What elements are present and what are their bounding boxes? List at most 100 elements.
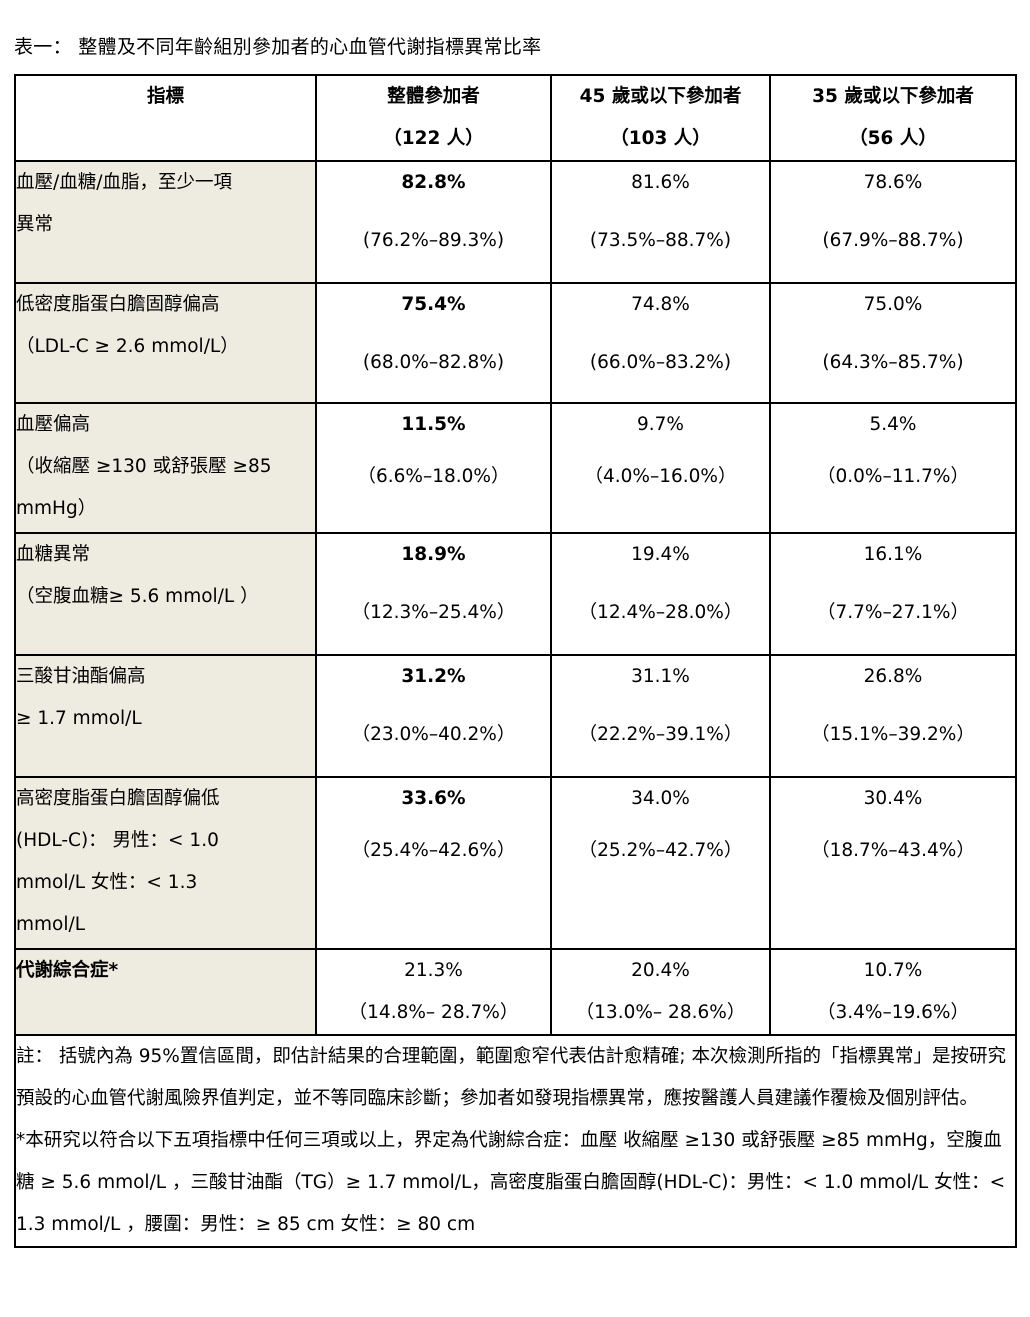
confidence-interval: (67.9%–88.7%) bbox=[822, 230, 964, 251]
value-age-35: 5.4% （0.0%–11.7%） bbox=[769, 402, 1017, 534]
header-count: （103 人） bbox=[610, 128, 711, 149]
value-age-45: 34.0% （25.2%–42.7%） bbox=[550, 776, 771, 950]
indicator-line: 血壓偏高 bbox=[16, 414, 91, 435]
table-caption: 表一： 整體及不同年齡組別參加者的心血管代謝指標異常比率 bbox=[14, 36, 542, 58]
row-bp-high: 血壓偏高 （收縮壓 ≥130 或舒張壓 ≥85 mmHg） 11.5% （6.6%–18… bbox=[14, 402, 1017, 534]
indicator-line: （收縮壓 ≥130 或舒張壓 ≥85 bbox=[16, 456, 272, 477]
percentage-value: 20.4% bbox=[631, 960, 690, 981]
value-age-45: 81.6% (73.5%–88.7%) bbox=[550, 160, 771, 284]
header-label: 整體參加者 bbox=[387, 86, 480, 107]
row-metabolic-syndrome: 代謝綜合症* 21.3% （14.8%– 28.7%） 20.4% （13.0%– 28… bbox=[14, 948, 1017, 1036]
value-age-35: 30.4% （18.7%–43.4%） bbox=[769, 776, 1017, 950]
header-count: （122 人） bbox=[383, 128, 484, 149]
value-overall: 75.4% (68.0%–82.8%) bbox=[315, 282, 552, 404]
confidence-interval: （12.3%–25.4%） bbox=[351, 602, 516, 623]
value-overall: 18.9% （12.3%–25.4%） bbox=[315, 532, 552, 656]
value-age-35: 10.7% （3.4%–19.6%） bbox=[769, 948, 1017, 1036]
value-overall: 82.8% (76.2%–89.3%) bbox=[315, 160, 552, 284]
indicator-cell: 代謝綜合症* bbox=[14, 948, 317, 1036]
percentage-value: 18.9% bbox=[401, 544, 466, 565]
confidence-interval: （0.0%–11.7%） bbox=[816, 466, 970, 487]
row-hdl-low: 高密度脂蛋白膽固醇偏低 (HDL-C)： 男性：< 1.0 mmol/L 女性：< … bbox=[14, 776, 1017, 950]
row-glucose-abnormal: 血糖異常 （空腹血糖≥ 5.6 mmol/L ） 18.9% （12.3%–25.4%… bbox=[14, 532, 1017, 656]
header-overall: 整體參加者 （122 人） bbox=[315, 74, 552, 162]
value-overall: 11.5% （6.6%–18.0%） bbox=[315, 402, 552, 534]
percentage-value: 5.4% bbox=[869, 414, 917, 435]
header-label: 指標 bbox=[146, 86, 184, 107]
value-age-45: 20.4% （13.0%– 28.6%） bbox=[550, 948, 771, 1036]
confidence-interval: （22.2%–39.1%） bbox=[578, 724, 743, 745]
confidence-interval: (76.2%–89.3%) bbox=[362, 230, 505, 251]
confidence-interval: （25.4%–42.6%） bbox=[351, 840, 516, 861]
notes-row: 註： 括號內為 95%置信區間，即估計結果的合理範圍，範圍愈窄代表估計愈精確; … bbox=[14, 1034, 1017, 1248]
indicator-line: 血糖異常 bbox=[16, 544, 91, 565]
percentage-value: 9.7% bbox=[637, 414, 684, 435]
table-notes: 註： 括號內為 95%置信區間，即估計結果的合理範圍，範圍愈窄代表估計愈精確; … bbox=[14, 1034, 1017, 1248]
indicator-cell: 血壓/血糖/血脂，至少一項 異常 bbox=[14, 160, 317, 284]
percentage-value: 33.6% bbox=[401, 788, 466, 809]
confidence-interval: （18.7%–43.4%） bbox=[811, 840, 975, 861]
indicator-line: (HDL-C)： 男性：< 1.0 bbox=[16, 830, 219, 851]
percentage-value: 82.8% bbox=[401, 172, 466, 193]
indicator-cell: 血壓偏高 （收縮壓 ≥130 或舒張壓 ≥85 mmHg） bbox=[14, 402, 317, 534]
indicator-line: mmol/L 女性：< 1.3 bbox=[16, 872, 198, 893]
confidence-interval: (64.3%–85.7%) bbox=[822, 352, 964, 373]
percentage-value: 34.0% bbox=[631, 788, 690, 809]
confidence-interval: （7.7%–27.1%） bbox=[816, 602, 970, 623]
header-age-35: 35 歲或以下參加者 （56 人） bbox=[769, 74, 1017, 162]
confidence-interval: （14.8%– 28.7%） bbox=[348, 1002, 519, 1023]
percentage-value: 10.7% bbox=[863, 960, 923, 981]
value-age-45: 31.1% （22.2%–39.1%） bbox=[550, 654, 771, 778]
confidence-interval: (66.0%–83.2%) bbox=[589, 352, 732, 373]
value-age-45: 74.8% (66.0%–83.2%) bbox=[550, 282, 771, 404]
indicator-line: ≥ 1.7 mmol/L bbox=[16, 708, 142, 729]
confidence-interval: （25.2%–42.7%） bbox=[578, 840, 743, 861]
confidence-interval: （4.0%–16.0%） bbox=[584, 466, 737, 487]
indicator-line: 高密度脂蛋白膽固醇偏低 bbox=[16, 788, 220, 809]
indicator-line: 異常 bbox=[16, 214, 54, 235]
indicator-line: 低密度脂蛋白膽固醇偏高 bbox=[16, 294, 220, 315]
header-age-45: 45 歲或以下參加者 （103 人） bbox=[550, 74, 771, 162]
header-indicator: 指標 bbox=[14, 74, 317, 162]
indicator-line: mmol/L bbox=[16, 914, 86, 935]
confidence-interval: （13.0%– 28.6%） bbox=[575, 1002, 746, 1023]
row-any-abnormal: 血壓/血糖/血脂，至少一項 異常 82.8% (76.2%–89.3%) 81.6% (7… bbox=[14, 160, 1017, 284]
indicator-cell: 三酸甘油酯偏高 ≥ 1.7 mmol/L bbox=[14, 654, 317, 778]
value-age-35: 16.1% （7.7%–27.1%） bbox=[769, 532, 1017, 656]
header-count: （56 人） bbox=[849, 128, 937, 149]
indicator-line: （空腹血糖≥ 5.6 mmol/L ） bbox=[16, 586, 259, 607]
value-age-45: 19.4% （12.4%–28.0%） bbox=[550, 532, 771, 656]
indicator-line: 血壓/血糖/血脂，至少一項 bbox=[16, 172, 232, 193]
percentage-value: 78.6% bbox=[863, 172, 923, 193]
percentage-value: 16.1% bbox=[863, 544, 923, 565]
percentage-value: 75.0% bbox=[863, 294, 923, 315]
value-age-35: 26.8% （15.1%–39.2%） bbox=[769, 654, 1017, 778]
value-overall: 21.3% （14.8%– 28.7%） bbox=[315, 948, 552, 1036]
note-metabolic-syndrome-definition: *本研究以符合以下五項指標中任何三項或以上，界定為代謝綜合症：血壓 收縮壓 ≥1… bbox=[16, 1130, 1006, 1235]
value-age-35: 78.6% (67.9%–88.7%) bbox=[769, 160, 1017, 284]
confidence-interval: （23.0%–40.2%） bbox=[351, 724, 516, 745]
percentage-value: 21.3% bbox=[404, 960, 463, 981]
indicator-cell: 低密度脂蛋白膽固醇偏高 （LDL-C ≥ 2.6 mmol/L） bbox=[14, 282, 317, 404]
metabolic-indicator-table: 指標 整體參加者 （122 人） 45 歲或以下參加者 （103 人） 35 歲… bbox=[14, 74, 1017, 1248]
row-tg-high: 三酸甘油酯偏高 ≥ 1.7 mmol/L 31.2% （23.0%–40.2%） 31.… bbox=[14, 654, 1017, 778]
percentage-value: 26.8% bbox=[863, 666, 923, 687]
confidence-interval: （15.1%–39.2%） bbox=[811, 724, 975, 745]
confidence-interval: （6.6%–18.0%） bbox=[357, 466, 510, 487]
header-label: 35 歲或以下參加者 bbox=[812, 86, 974, 107]
percentage-value: 31.1% bbox=[631, 666, 690, 687]
indicator-cell: 高密度脂蛋白膽固醇偏低 (HDL-C)： 男性：< 1.0 mmol/L 女性：< … bbox=[14, 776, 317, 950]
percentage-value: 30.4% bbox=[863, 788, 923, 809]
percentage-value: 19.4% bbox=[631, 544, 690, 565]
percentage-value: 31.2% bbox=[401, 666, 466, 687]
confidence-interval: （3.4%–19.6%） bbox=[816, 1002, 970, 1023]
confidence-interval: (73.5%–88.7%) bbox=[589, 230, 732, 251]
percentage-value: 81.6% bbox=[631, 172, 690, 193]
header-label: 45 歲或以下參加者 bbox=[579, 86, 742, 107]
value-overall: 33.6% （25.4%–42.6%） bbox=[315, 776, 552, 950]
note-confidence-interval: 註： 括號內為 95%置信區間，即估計結果的合理範圍，範圍愈窄代表估計愈精確; … bbox=[16, 1046, 1006, 1109]
value-age-35: 75.0% (64.3%–85.7%) bbox=[769, 282, 1017, 404]
percentage-value: 11.5% bbox=[401, 414, 466, 435]
indicator-line: mmHg） bbox=[16, 498, 97, 519]
indicator-line: 三酸甘油酯偏高 bbox=[16, 666, 146, 687]
